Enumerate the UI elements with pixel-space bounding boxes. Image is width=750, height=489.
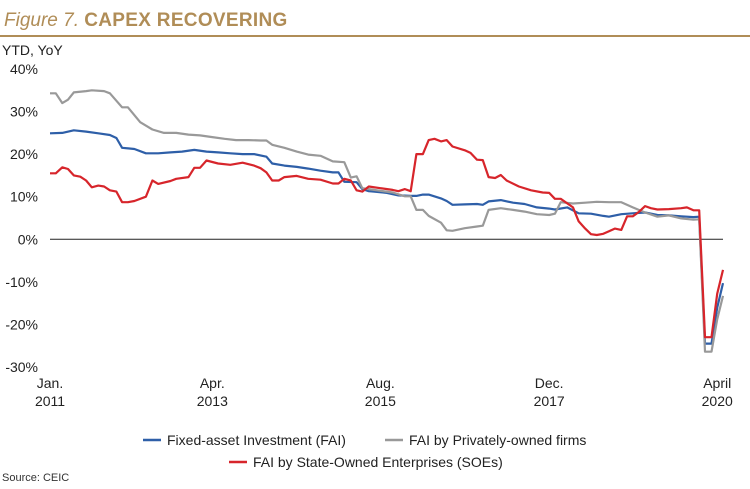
x-tick-label: 2011 <box>35 393 65 409</box>
legend-label: FAI by State-Owned Enterprises (SOEs) <box>253 454 503 470</box>
y-tick-label: 30% <box>10 104 38 120</box>
source-note: Source: CEIC <box>2 472 70 484</box>
x-tick-label: 2015 <box>365 393 396 409</box>
title-rule <box>0 35 750 37</box>
y-tick-label: 10% <box>10 189 38 205</box>
chart-title: CAPEX RECOVERING <box>84 10 288 31</box>
x-tick-label: Dec. <box>535 375 564 391</box>
y-tick-label: -20% <box>5 316 38 332</box>
legend-label: FAI by Privately-owned firms <box>409 432 586 448</box>
x-tick-label: 2017 <box>534 393 565 409</box>
y-axis-unit-label: YTD, YoY <box>2 42 63 58</box>
legend-label: Fixed-asset Investment (FAI) <box>167 432 346 448</box>
y-tick-label: -10% <box>5 274 38 290</box>
x-tick-label: April <box>703 375 731 391</box>
y-tick-label: 40% <box>10 61 38 77</box>
x-tick-label: 2020 <box>702 393 733 409</box>
y-tick-label: 0% <box>18 231 38 247</box>
y-tick-label: -30% <box>5 359 38 375</box>
figure-label: Figure 7. <box>4 10 79 31</box>
series-line-1 <box>49 129 725 345</box>
x-tick-label: Aug. <box>366 375 395 391</box>
x-tick-label: 2013 <box>197 393 228 409</box>
series-line-3 <box>50 137 725 339</box>
x-tick-label: Apr. <box>200 375 225 391</box>
x-tick-label: Jan. <box>37 375 63 391</box>
figure-title: Figure 7. CAPEX RECOVERING <box>4 10 288 32</box>
y-tick-label: 20% <box>10 146 38 162</box>
series-line-2 <box>50 89 725 353</box>
